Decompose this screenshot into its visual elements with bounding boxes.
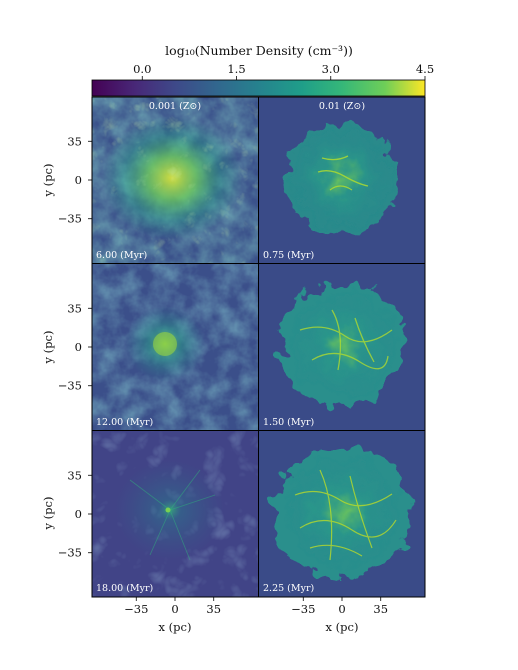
time-label: 18.00 (Myr)	[96, 583, 153, 594]
colorbar-tick-label: 3.0	[322, 62, 340, 76]
time-label: 12.00 (Myr)	[96, 417, 153, 428]
x-axis-label: x (pc)	[326, 620, 359, 634]
y-axis-label: y (pc)	[41, 331, 55, 365]
y-tick-label: 0	[75, 340, 82, 354]
x-tick-label: −35	[124, 602, 148, 616]
x-axis-label: x (pc)	[159, 620, 192, 634]
y-tick-label: 0	[75, 507, 82, 521]
column-title-left: 0.001 (Z⊙)	[149, 101, 201, 112]
y-tick-label: −35	[58, 379, 82, 393]
colorbar-tick-label: 4.5	[416, 62, 434, 76]
panel-right-bottom	[259, 431, 425, 597]
y-tick-label: 35	[67, 468, 82, 482]
colorbar	[91, 79, 426, 97]
column-title-right: 0.01 (Z⊙)	[319, 101, 365, 112]
colorbar-label: log₁₀(Number Density (cm⁻³))	[165, 43, 353, 58]
y-tick-label: 35	[67, 134, 82, 148]
y-axis-label: y (pc)	[41, 497, 55, 531]
x-tick-label: −35	[291, 602, 315, 616]
panel-right-middle	[259, 264, 425, 430]
panel-left-top	[92, 97, 258, 263]
time-label: 2.25 (Myr)	[263, 583, 314, 594]
panel-left-bottom	[92, 431, 258, 597]
time-label: 1.50 (Myr)	[263, 417, 314, 428]
colorbar-tick-label: 1.5	[227, 62, 245, 76]
y-tick-label: −35	[58, 212, 82, 226]
y-tick-label: −35	[58, 546, 82, 560]
time-label: 0.75 (Myr)	[263, 250, 314, 261]
y-tick-label: 35	[67, 301, 82, 315]
y-tick-label: 0	[75, 173, 82, 187]
x-tick-label: 35	[373, 602, 388, 616]
axes-ticks: −35 0 35 −35 0 35 −35 0 35 −35 0 35 −35 0 35	[58, 134, 388, 616]
colorbar-ticks: 0.0 1.5 3.0 4.5	[133, 62, 434, 80]
x-tick-label: 0	[171, 602, 178, 616]
x-tick-label: 0	[338, 602, 345, 616]
time-label: 6.00 (Myr)	[96, 250, 147, 261]
y-axis-label: y (pc)	[41, 164, 55, 198]
panel-left-middle	[92, 264, 258, 430]
colorbar-tick-label: 0.0	[133, 62, 151, 76]
x-tick-label: 35	[206, 602, 221, 616]
panel-right-top	[259, 97, 425, 263]
